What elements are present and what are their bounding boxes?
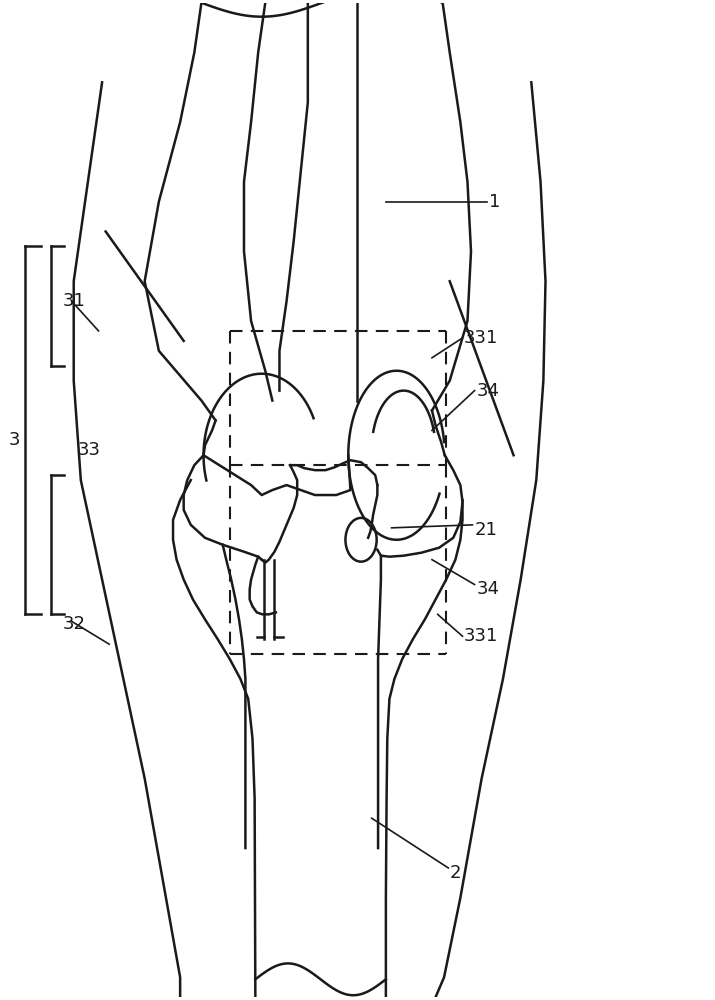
Text: 34: 34 xyxy=(477,580,500,598)
Text: 21: 21 xyxy=(475,521,498,539)
Text: 3: 3 xyxy=(9,431,20,449)
Text: 2: 2 xyxy=(450,864,461,882)
Text: 32: 32 xyxy=(63,615,86,633)
Text: 331: 331 xyxy=(464,329,498,347)
Text: 31: 31 xyxy=(63,292,86,310)
Text: 1: 1 xyxy=(489,193,500,211)
Text: 33: 33 xyxy=(77,441,100,459)
Text: 331: 331 xyxy=(464,627,498,645)
Text: 34: 34 xyxy=(477,382,500,400)
